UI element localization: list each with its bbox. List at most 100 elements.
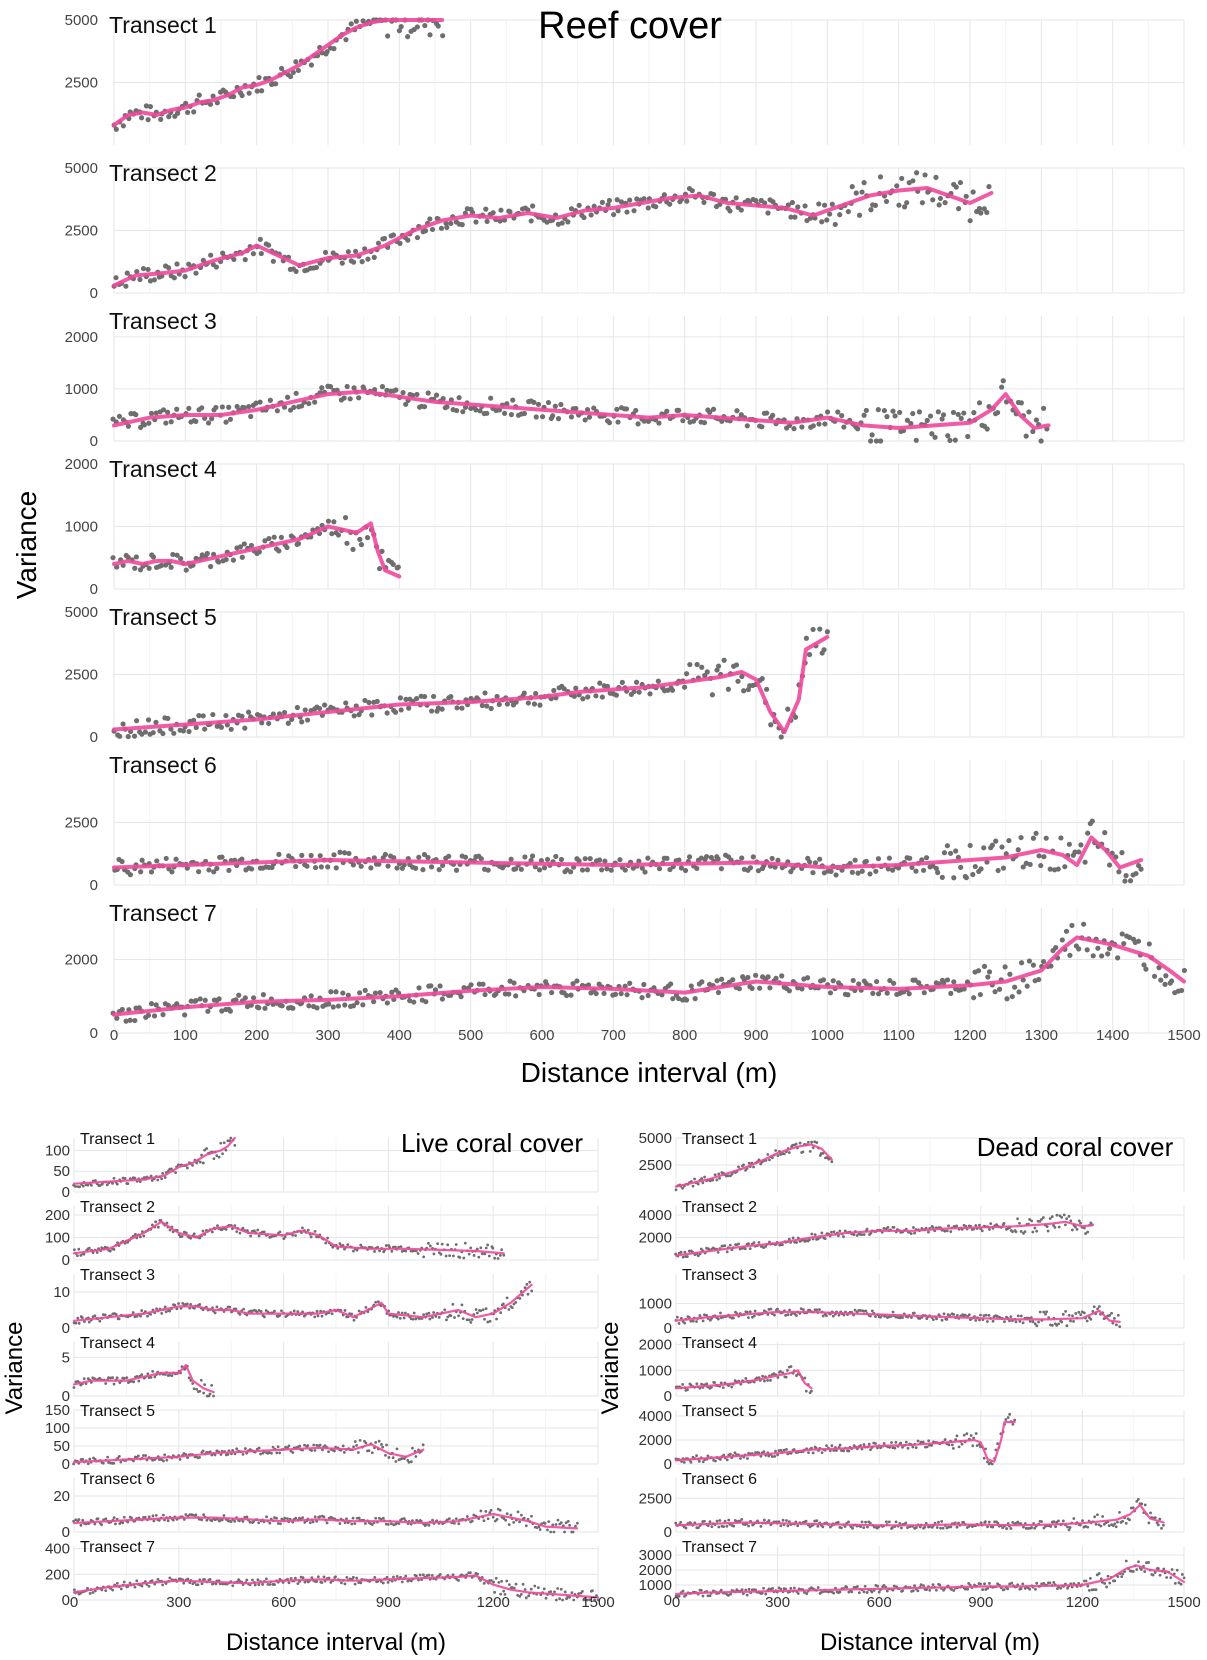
data-point <box>231 256 237 263</box>
data-point <box>184 109 191 116</box>
data-point <box>769 1378 772 1382</box>
data-point <box>318 1443 322 1447</box>
data-point <box>475 1311 479 1315</box>
data-point <box>582 417 588 423</box>
data-point <box>285 720 291 726</box>
data-point <box>746 1457 749 1460</box>
data-point <box>856 981 862 987</box>
data-point <box>1076 946 1082 952</box>
data-point <box>312 1443 316 1447</box>
data-point <box>425 390 431 396</box>
data-point <box>597 680 603 686</box>
data-point <box>142 1234 146 1238</box>
y-tick-label: 2000 <box>639 1230 672 1247</box>
y-tick-label: 2000 <box>65 951 98 968</box>
data-point <box>299 719 305 725</box>
data-point <box>986 1320 989 1323</box>
data-point <box>303 1580 307 1584</box>
data-point <box>1055 866 1061 872</box>
data-point <box>174 1001 180 1007</box>
data-point <box>484 410 490 416</box>
data-point <box>498 1508 502 1512</box>
data-point <box>1102 830 1108 836</box>
data-point <box>953 848 959 854</box>
data-point <box>454 407 460 414</box>
data-point <box>104 1382 108 1385</box>
data-point <box>524 1596 528 1600</box>
data-point <box>824 629 830 635</box>
data-point <box>377 989 383 996</box>
data-point <box>430 1574 434 1577</box>
data-point <box>203 1383 207 1386</box>
data-point <box>414 24 420 30</box>
data-point <box>810 1140 814 1144</box>
data-point <box>700 1382 703 1386</box>
data-point <box>326 1236 330 1240</box>
data-point <box>604 866 610 872</box>
data-point <box>294 704 300 711</box>
data-point <box>725 1250 729 1254</box>
data-point <box>342 1451 346 1454</box>
data-point <box>920 867 927 873</box>
data-point <box>168 1309 172 1313</box>
data-point <box>820 977 827 983</box>
data-point <box>819 219 825 225</box>
data-point <box>989 1222 993 1226</box>
data-point <box>290 1005 296 1011</box>
data-point <box>970 871 976 878</box>
data-point <box>940 1520 944 1523</box>
data-point <box>487 1254 491 1258</box>
data-point <box>795 1314 798 1317</box>
data-point <box>402 1517 406 1520</box>
data-point <box>112 1176 116 1180</box>
data-point <box>214 865 220 871</box>
data-point <box>265 1577 268 1581</box>
data-point <box>104 1589 108 1593</box>
data-point <box>869 432 875 438</box>
data-point <box>1023 433 1029 439</box>
data-point <box>774 1149 778 1152</box>
data-point <box>340 990 346 996</box>
y-tick-label: 0 <box>62 1388 70 1405</box>
data-point <box>405 237 411 243</box>
data-point <box>491 1246 495 1250</box>
data-point <box>1008 1412 1012 1416</box>
data-point <box>131 733 138 739</box>
data-point <box>1097 1305 1101 1308</box>
data-point <box>786 1313 790 1317</box>
data-point <box>641 418 647 424</box>
data-point <box>564 992 570 999</box>
data-point <box>710 406 717 412</box>
data-point <box>113 275 119 281</box>
data-point <box>939 416 945 422</box>
data-point <box>210 93 216 99</box>
data-point <box>697 1459 701 1463</box>
data-point <box>344 540 350 546</box>
data-point <box>873 978 880 985</box>
data-point <box>479 1578 482 1582</box>
data-point <box>715 1178 719 1182</box>
data-point <box>1110 1311 1113 1315</box>
data-point <box>313 1515 317 1519</box>
data-point <box>230 557 237 563</box>
y-tick-label: 0 <box>62 1252 70 1269</box>
facet-label: Transect 7 <box>109 900 217 926</box>
data-point <box>528 1280 532 1284</box>
data-point <box>241 1453 245 1456</box>
data-point <box>1122 878 1128 884</box>
data-point <box>1048 1217 1052 1220</box>
data-point <box>1067 1313 1071 1317</box>
data-point <box>248 413 254 420</box>
data-point <box>681 1383 685 1386</box>
data-point <box>1040 1520 1043 1523</box>
data-point <box>296 1582 300 1585</box>
data-point <box>559 1587 563 1591</box>
data-point <box>520 1513 523 1517</box>
data-point <box>907 855 913 861</box>
data-point <box>248 542 255 549</box>
y-tick-label: 5000 <box>639 1130 672 1147</box>
data-point <box>884 414 890 420</box>
